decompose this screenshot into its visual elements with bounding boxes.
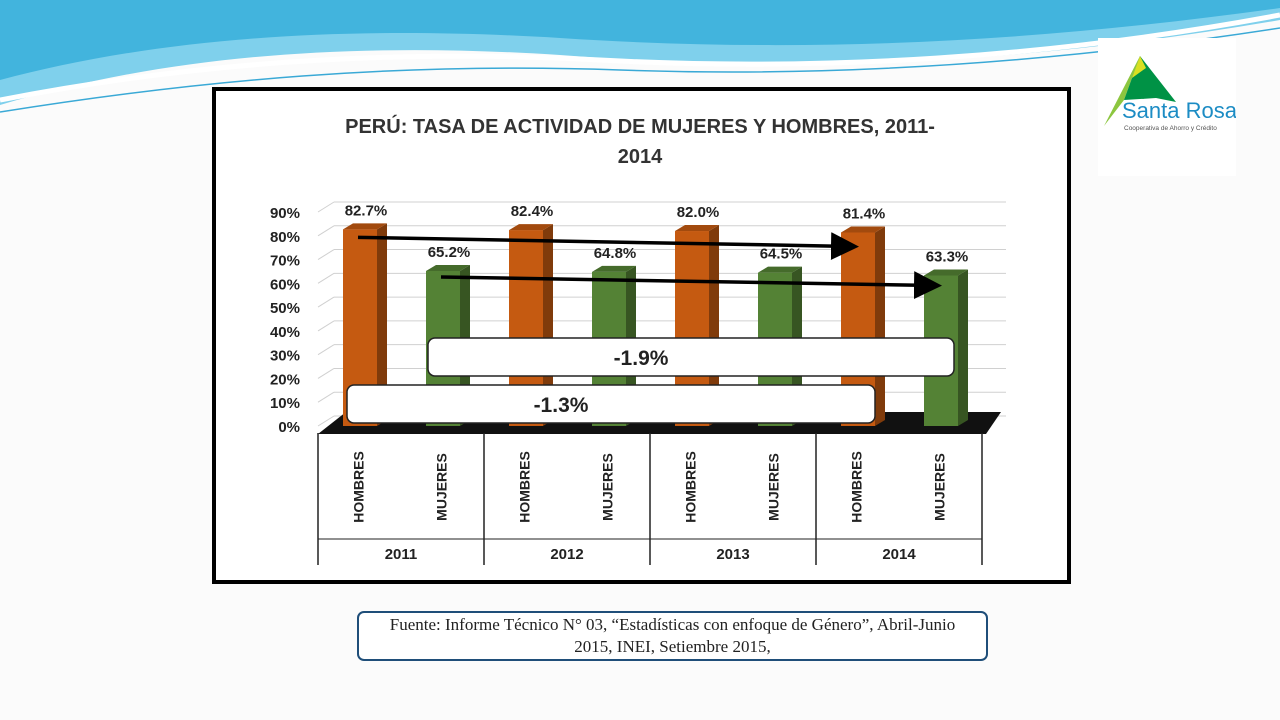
gridline-side: [317, 272, 335, 284]
chart-frame: PERÚ: TASA DE ACTIVIDAD DE MUJERES Y HOM…: [212, 87, 1071, 584]
data-label: 64.5%: [760, 246, 803, 263]
category-label: HOMBRES: [351, 451, 367, 523]
group-label: 2014: [882, 546, 916, 563]
y-tick-label: 80%: [270, 229, 300, 246]
logo-tagline: Cooperativa de Ahorro y Crédito: [1124, 125, 1217, 132]
category-label: MUJERES: [932, 453, 948, 521]
bar-chart: PERÚ: TASA DE ACTIVIDAD DE MUJERES Y HOM…: [270, 114, 1006, 565]
bar-top: [841, 226, 885, 233]
group-label: 2012: [550, 546, 583, 563]
data-label: 64.8%: [594, 245, 637, 262]
bar-side: [958, 269, 968, 426]
gridline-side: [317, 391, 335, 403]
annotation-label: -1.3%: [534, 394, 589, 417]
trend-arrow-hombres: [357, 232, 859, 261]
annotation-box: [346, 384, 876, 424]
y-tick-label: 20%: [270, 371, 300, 388]
data-label: 65.2%: [428, 244, 471, 261]
bar-top: [343, 223, 387, 230]
y-tick-label: 60%: [270, 276, 300, 293]
y-tick-label: 50%: [270, 300, 300, 317]
y-tick-label: 30%: [270, 348, 300, 365]
data-label: 63.3%: [926, 248, 969, 265]
y-tick-label: 90%: [270, 205, 300, 222]
santa-rosa-logo: Santa Rosa Cooperativa de Ahorro y Crédi…: [1098, 38, 1236, 176]
data-label: 82.4%: [511, 203, 554, 220]
category-label: HOMBRES: [517, 451, 533, 523]
data-label: 81.4%: [843, 205, 886, 222]
y-tick-label: 0%: [278, 419, 300, 436]
gridline-side: [317, 225, 335, 237]
trend-arrow-mujeres: [440, 271, 942, 300]
category-label: MUJERES: [434, 453, 450, 521]
bar-top: [758, 266, 802, 273]
gridline-side: [317, 368, 335, 379]
annotation-label: -1.9%: [614, 347, 669, 370]
chart-title-line-2: 2014: [618, 146, 663, 168]
gridline-side: [317, 296, 335, 308]
gridline-side: [317, 415, 335, 427]
y-tick-label: 70%: [270, 253, 300, 270]
bar-side: [875, 226, 885, 426]
bar-top: [592, 265, 636, 272]
bar-top: [509, 224, 553, 231]
source-note: Fuente: Informe Técnico N° 03, “Estadíst…: [357, 611, 988, 661]
chart-title-line-1: PERÚ: TASA DE ACTIVIDAD DE MUJERES Y HOM…: [345, 114, 935, 138]
group-label: 2013: [716, 546, 749, 563]
data-label: 82.0%: [677, 204, 720, 221]
category-label: HOMBRES: [849, 451, 865, 523]
gridline-side: [317, 201, 335, 213]
bar-top: [426, 264, 470, 271]
y-tick-label: 10%: [270, 395, 300, 412]
data-label: 82.7%: [345, 202, 388, 219]
header-wave-decoration: [0, 0, 1280, 113]
category-label: MUJERES: [600, 453, 616, 521]
gridline-side: [317, 249, 335, 260]
source-text: Fuente: Informe Técnico N° 03, “Estadíst…: [389, 615, 956, 656]
bar-top: [675, 225, 719, 232]
y-tick-label: 40%: [270, 324, 300, 341]
logo-name: Santa Rosa: [1122, 98, 1236, 123]
category-label: MUJERES: [766, 453, 782, 521]
gridline-side: [317, 320, 335, 332]
gridline-side: [317, 344, 335, 356]
annotation-box: [427, 337, 955, 377]
group-label: 2011: [385, 546, 418, 563]
bar-side: [377, 223, 387, 426]
category-label: HOMBRES: [683, 451, 699, 523]
